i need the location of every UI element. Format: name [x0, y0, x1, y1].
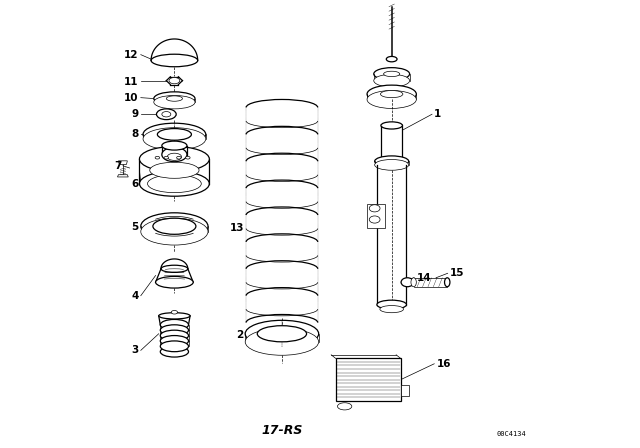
Ellipse shape — [140, 171, 209, 196]
Ellipse shape — [162, 112, 171, 117]
Ellipse shape — [445, 278, 450, 287]
Ellipse shape — [383, 71, 400, 77]
Ellipse shape — [367, 85, 417, 103]
Ellipse shape — [374, 74, 410, 87]
Ellipse shape — [167, 153, 182, 160]
Ellipse shape — [154, 95, 195, 109]
Polygon shape — [118, 175, 128, 177]
Bar — [401, 385, 409, 396]
Ellipse shape — [160, 341, 189, 352]
Ellipse shape — [245, 328, 319, 355]
Text: 2: 2 — [237, 330, 244, 340]
Ellipse shape — [157, 129, 191, 140]
Ellipse shape — [160, 336, 189, 346]
Ellipse shape — [172, 310, 177, 314]
Ellipse shape — [151, 54, 198, 67]
Ellipse shape — [337, 403, 352, 410]
Ellipse shape — [381, 122, 403, 129]
Text: 8: 8 — [131, 129, 139, 139]
Ellipse shape — [380, 306, 403, 313]
Ellipse shape — [186, 156, 190, 159]
Ellipse shape — [157, 109, 176, 120]
Ellipse shape — [143, 128, 206, 150]
Ellipse shape — [380, 90, 403, 98]
Text: 7: 7 — [115, 161, 122, 171]
Ellipse shape — [377, 300, 406, 309]
Ellipse shape — [245, 320, 319, 347]
Ellipse shape — [162, 141, 187, 150]
Text: 16: 16 — [436, 359, 451, 369]
Polygon shape — [118, 161, 127, 164]
Bar — [367, 204, 385, 228]
Ellipse shape — [369, 216, 380, 223]
Ellipse shape — [177, 156, 181, 159]
Text: 9: 9 — [131, 109, 139, 119]
Ellipse shape — [369, 205, 380, 212]
Text: 12: 12 — [124, 50, 139, 60]
Ellipse shape — [160, 325, 189, 336]
Ellipse shape — [141, 218, 208, 245]
Ellipse shape — [374, 159, 409, 170]
Ellipse shape — [401, 278, 413, 287]
Ellipse shape — [374, 156, 409, 167]
Text: 14: 14 — [417, 273, 431, 283]
Ellipse shape — [156, 276, 193, 288]
Text: 3: 3 — [131, 345, 139, 355]
Ellipse shape — [169, 78, 180, 84]
Text: 10: 10 — [124, 93, 139, 103]
Ellipse shape — [143, 123, 206, 146]
Ellipse shape — [159, 313, 190, 319]
Text: 5: 5 — [131, 222, 139, 232]
Ellipse shape — [160, 319, 189, 330]
Ellipse shape — [166, 96, 182, 101]
Ellipse shape — [164, 156, 168, 159]
Text: 11: 11 — [124, 77, 139, 86]
Ellipse shape — [162, 147, 187, 162]
Ellipse shape — [161, 265, 188, 272]
Ellipse shape — [160, 346, 189, 357]
Text: 00C4134: 00C4134 — [497, 431, 526, 437]
Ellipse shape — [141, 213, 208, 240]
Ellipse shape — [387, 56, 397, 62]
Ellipse shape — [155, 156, 159, 159]
Text: 15: 15 — [450, 268, 465, 278]
Ellipse shape — [154, 92, 195, 105]
Text: 13: 13 — [229, 224, 244, 233]
Ellipse shape — [150, 162, 199, 178]
Ellipse shape — [257, 326, 307, 342]
Text: 1: 1 — [435, 109, 442, 119]
Text: 4: 4 — [131, 291, 139, 301]
Ellipse shape — [148, 175, 201, 193]
Ellipse shape — [140, 146, 209, 172]
Ellipse shape — [367, 90, 417, 108]
Ellipse shape — [374, 68, 410, 80]
Text: 6: 6 — [131, 179, 139, 189]
Bar — [336, 358, 401, 401]
Ellipse shape — [153, 218, 196, 234]
Ellipse shape — [411, 278, 417, 287]
Ellipse shape — [160, 330, 189, 341]
Text: 17-RS: 17-RS — [261, 424, 303, 438]
